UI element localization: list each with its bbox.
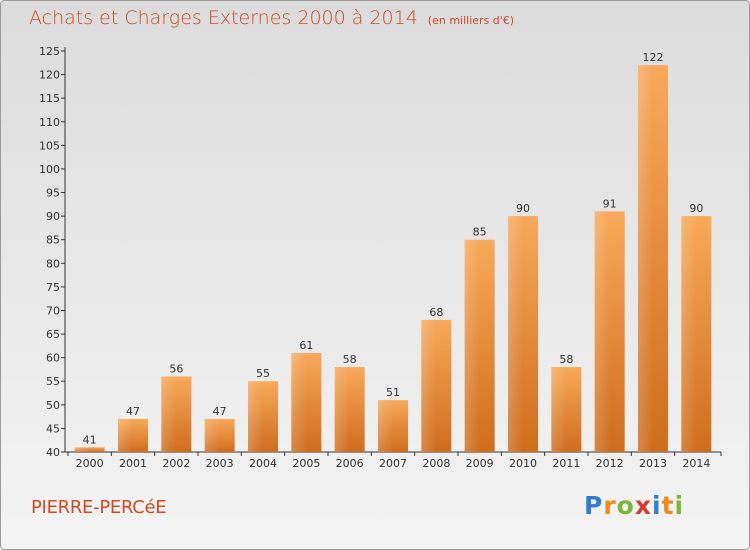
x-tick-label: 2010 <box>509 457 537 470</box>
bar-highlight <box>551 367 567 452</box>
data-label: 41 <box>83 433 97 446</box>
x-tick-label: 2006 <box>336 457 364 470</box>
data-label: 90 <box>516 202 530 215</box>
logo-letter: t <box>661 491 675 520</box>
data-label: 55 <box>256 367 270 380</box>
x-tick-label: 2011 <box>552 457 580 470</box>
x-tick-label: 2000 <box>76 457 104 470</box>
x-tick-label: 2007 <box>379 457 407 470</box>
bar-highlight <box>204 418 220 452</box>
data-label: 56 <box>169 363 183 376</box>
bar-highlight <box>594 211 610 452</box>
x-tick-label: 2012 <box>596 457 624 470</box>
y-tick-label: 70 <box>46 304 60 317</box>
y-tick-label: 75 <box>46 281 60 294</box>
y-tick-label: 95 <box>46 187 60 200</box>
data-label: 85 <box>473 226 487 239</box>
bar-highlight <box>378 400 393 452</box>
x-tick-label: 2013 <box>639 457 667 470</box>
data-label: 51 <box>386 386 400 399</box>
logo-letter: i <box>652 491 662 520</box>
data-label: 91 <box>603 197 617 210</box>
bar-highlight <box>681 216 697 452</box>
y-tick-label: 105 <box>39 139 60 152</box>
x-tick-label: 2009 <box>466 457 494 470</box>
bar-highlight <box>248 381 263 452</box>
y-tick-label: 85 <box>46 234 60 247</box>
x-tick-label: 2004 <box>249 457 277 470</box>
y-tick-label: 115 <box>39 92 60 105</box>
logo-letter: r <box>603 491 617 520</box>
y-tick-label: 60 <box>46 352 60 365</box>
y-tick-label: 100 <box>39 163 60 176</box>
x-tick-label: 2001 <box>119 457 147 470</box>
data-label: 90 <box>689 202 703 215</box>
y-tick-label: 80 <box>46 257 60 270</box>
data-label: 47 <box>213 405 227 418</box>
bar-highlight <box>161 376 177 452</box>
y-tick-label: 120 <box>39 69 60 82</box>
chart-title: Achats et Charges Externes 2000 à 2014 (e… <box>29 7 514 29</box>
x-tick-label: 2008 <box>422 457 450 470</box>
x-tick-label: 2003 <box>206 457 234 470</box>
chart-title-main: Achats et Charges Externes 2000 à 2014 <box>29 7 418 29</box>
bar-highlight <box>291 352 307 452</box>
logo-letter: x <box>634 491 652 520</box>
data-label: 47 <box>126 405 140 418</box>
bar-highlight <box>334 367 350 452</box>
data-label: 122 <box>643 51 664 64</box>
x-tick-label: 2002 <box>162 457 190 470</box>
logo-letter: P <box>584 491 604 520</box>
data-label: 68 <box>429 306 443 319</box>
y-tick-label: 110 <box>39 116 60 129</box>
proxiti-logo: Proxiti <box>584 491 684 520</box>
y-tick-label: 65 <box>46 328 60 341</box>
x-tick-label: 2005 <box>292 457 320 470</box>
x-tick-label: 2014 <box>682 457 710 470</box>
y-tick-label: 90 <box>46 210 60 223</box>
y-tick-label: 40 <box>46 446 60 459</box>
bar-highlight <box>118 418 133 452</box>
y-tick-label: 125 <box>39 45 60 58</box>
bar-highlight <box>464 239 480 452</box>
bar-highlight <box>74 447 90 452</box>
data-label: 61 <box>299 339 313 352</box>
data-label: 58 <box>559 353 573 366</box>
data-label: 58 <box>343 353 357 366</box>
bar-highlight <box>638 65 653 452</box>
y-tick-label: 55 <box>46 375 60 388</box>
y-tick-label: 50 <box>46 399 60 412</box>
bar-highlight <box>421 319 437 452</box>
commune-name: PIERRE-PERCéE <box>31 497 167 518</box>
logo-letter: i <box>674 491 685 520</box>
bar-highlight <box>508 216 523 452</box>
logo-letter: o <box>616 491 635 520</box>
y-tick-label: 45 <box>46 422 60 435</box>
chart-title-unit: (en milliers d'€) <box>427 14 515 27</box>
